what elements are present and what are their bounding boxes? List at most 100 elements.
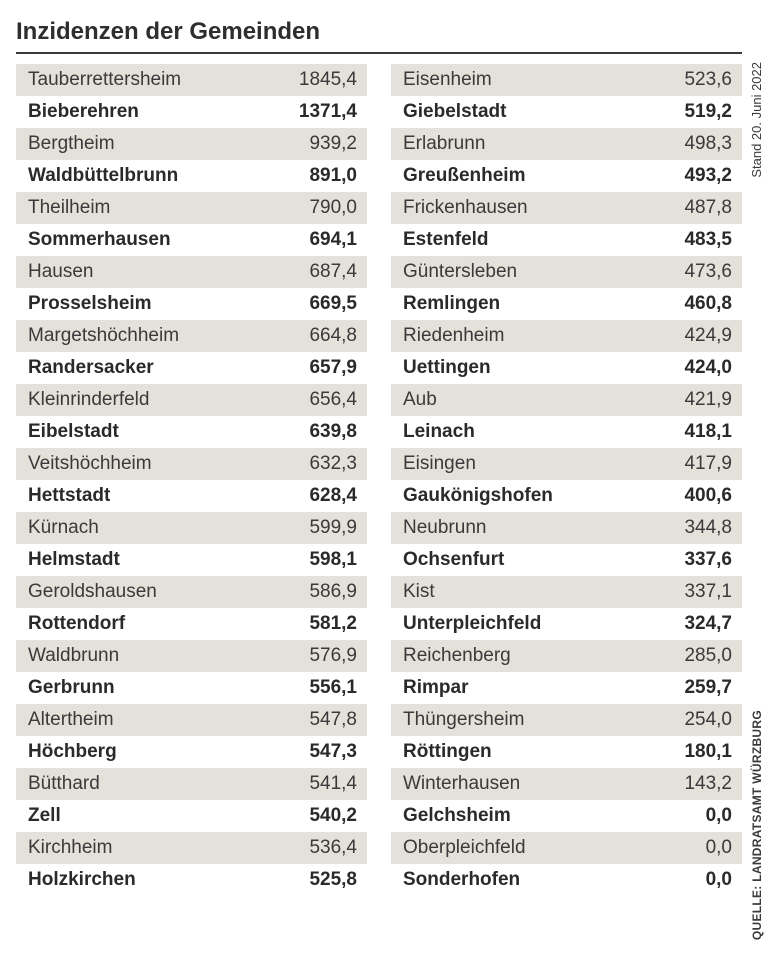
municipality-name: Rimpar (403, 677, 468, 699)
table-row: Zell540,2 (16, 800, 367, 832)
table-row: Helmstadt598,1 (16, 544, 367, 576)
incidence-value: 628,4 (309, 485, 357, 507)
municipality-name: Eisenheim (403, 69, 492, 91)
incidence-value: 424,0 (684, 357, 732, 379)
municipality-name: Güntersleben (403, 261, 517, 283)
incidence-value: 790,0 (309, 197, 357, 219)
incidence-value: 656,4 (309, 389, 357, 411)
table-row: Tauberrettersheim 1845,4 (16, 64, 367, 96)
table-row: Rimpar259,7 (391, 672, 742, 704)
incidence-value: 487,8 (684, 197, 732, 219)
municipality-name: Ochsenfurt (403, 549, 504, 571)
table-row: Eibelstadt 639,8 (16, 416, 367, 448)
date-label: Stand 20. Juni 2022 (749, 62, 764, 178)
municipality-name: Rottendorf (28, 613, 125, 635)
municipality-name: Tauberrettersheim (28, 69, 181, 91)
page-title: Inzidenzen der Gemeinden (16, 18, 742, 54)
incidence-value: 1371,4 (299, 101, 357, 123)
table-row: Hettstadt 628,4 (16, 480, 367, 512)
source-label: QUELLE: LANDRATSAMT WÜRZBURG (750, 710, 764, 940)
municipality-name: Gaukönigshofen (403, 485, 553, 507)
incidence-value: 939,2 (309, 133, 357, 155)
table-row: Greußenheim493,2 (391, 160, 742, 192)
incidence-value: 337,1 (684, 581, 732, 603)
table-row: Prosselsheim669,5 (16, 288, 367, 320)
municipality-name: Estenfeld (403, 229, 489, 251)
table-row: Randersacker657,9 (16, 352, 367, 384)
municipality-name: Remlingen (403, 293, 500, 315)
table-row: Sommerhausen 694,1 (16, 224, 367, 256)
incidence-value: 344,8 (684, 517, 732, 539)
municipality-name: Sommerhausen (28, 229, 171, 251)
incidence-value: 0,0 (706, 837, 732, 859)
municipality-name: Giebelstadt (403, 101, 506, 123)
municipality-name: Uettingen (403, 357, 491, 379)
column-left: Tauberrettersheim 1845,4 Bieberehren 1371,4… (16, 64, 367, 896)
municipality-name: Randersacker (28, 357, 154, 379)
incidence-value: 556,1 (309, 677, 357, 699)
municipality-name: Bieberehren (28, 101, 139, 123)
table-row: Gaukönigshofen400,6 (391, 480, 742, 512)
municipality-name: Reichenberg (403, 645, 511, 667)
municipality-name: Geroldshausen (28, 581, 157, 603)
table-row: Kist337,1 (391, 576, 742, 608)
table-row: Oberpleichfeld0,0 (391, 832, 742, 864)
incidence-value: 694,1 (309, 229, 357, 251)
table-row: Remlingen460,8 (391, 288, 742, 320)
table-row: Gerbrunn556,1 (16, 672, 367, 704)
municipality-name: Neubrunn (403, 517, 486, 539)
incidence-value: 285,0 (684, 645, 732, 667)
municipality-name: Kirchheim (28, 837, 112, 859)
table-row: Eisenheim 523,6 (391, 64, 742, 96)
table-row: Waldbüttelbrunn891,0 (16, 160, 367, 192)
table-row: Höchberg547,3 (16, 736, 367, 768)
incidence-value: 547,8 (309, 709, 357, 731)
incidence-value: 483,5 (684, 229, 732, 251)
table-row: Bergtheim939,2 (16, 128, 367, 160)
municipality-name: Sonderhofen (403, 869, 520, 891)
table-row: Frickenhausen 487,8 (391, 192, 742, 224)
table-row: Bütthard541,4 (16, 768, 367, 800)
table-row: Ochsenfurt 337,6 (391, 544, 742, 576)
incidence-value: 421,9 (684, 389, 732, 411)
municipality-name: Eibelstadt (28, 421, 119, 443)
municipality-name: Erlabrunn (403, 133, 485, 155)
incidence-value: 586,9 (309, 581, 357, 603)
municipality-name: Höchberg (28, 741, 117, 763)
municipality-name: Eisingen (403, 453, 476, 475)
table-row: Thüngersheim254,0 (391, 704, 742, 736)
table-row: Eisingen 417,9 (391, 448, 742, 480)
column-right: Eisenheim523,6Giebelstadt519,2Erlabrunn4… (391, 64, 742, 896)
municipality-name: Riedenheim (403, 325, 504, 347)
municipality-name: Theilheim (28, 197, 110, 219)
municipality-name: Kleinrinderfeld (28, 389, 149, 411)
incidence-value: 1845,4 (299, 69, 357, 91)
municipality-name: Helmstadt (28, 549, 120, 571)
columns-wrapper: Tauberrettersheim 1845,4 Bieberehren 1371,4… (16, 64, 742, 896)
municipality-name: Röttingen (403, 741, 492, 763)
table-row: Uettingen 424,0 (391, 352, 742, 384)
municipality-name: Winterhausen (403, 773, 520, 795)
incidence-value: 639,8 (309, 421, 357, 443)
municipality-name: Frickenhausen (403, 197, 528, 219)
incidence-value: 337,6 (684, 549, 732, 571)
incidence-value: 525,8 (309, 869, 357, 891)
municipality-name: Hettstadt (28, 485, 110, 507)
incidence-value: 599,9 (309, 517, 357, 539)
municipality-name: Zell (28, 805, 61, 827)
table-row: Kleinrinderfeld 656,4 (16, 384, 367, 416)
incidence-value: 417,9 (684, 453, 732, 475)
incidence-value: 498,3 (684, 133, 732, 155)
municipality-name: Holzkirchen (28, 869, 136, 891)
table-row: Erlabrunn 498,3 (391, 128, 742, 160)
table-row: Unterpleichfeld324,7 (391, 608, 742, 640)
municipality-name: Unterpleichfeld (403, 613, 541, 635)
table-row: Neubrunn 344,8 (391, 512, 742, 544)
municipality-name: Waldbüttelbrunn (28, 165, 178, 187)
table-row: Reichenberg 285,0 (391, 640, 742, 672)
table-row: Holzkirchen 525,8 (16, 864, 367, 896)
table-row: Altertheim 547,8 (16, 704, 367, 736)
incidence-value: 523,6 (684, 69, 732, 91)
incidence-value: 0,0 (706, 869, 732, 891)
municipality-name: Altertheim (28, 709, 114, 731)
